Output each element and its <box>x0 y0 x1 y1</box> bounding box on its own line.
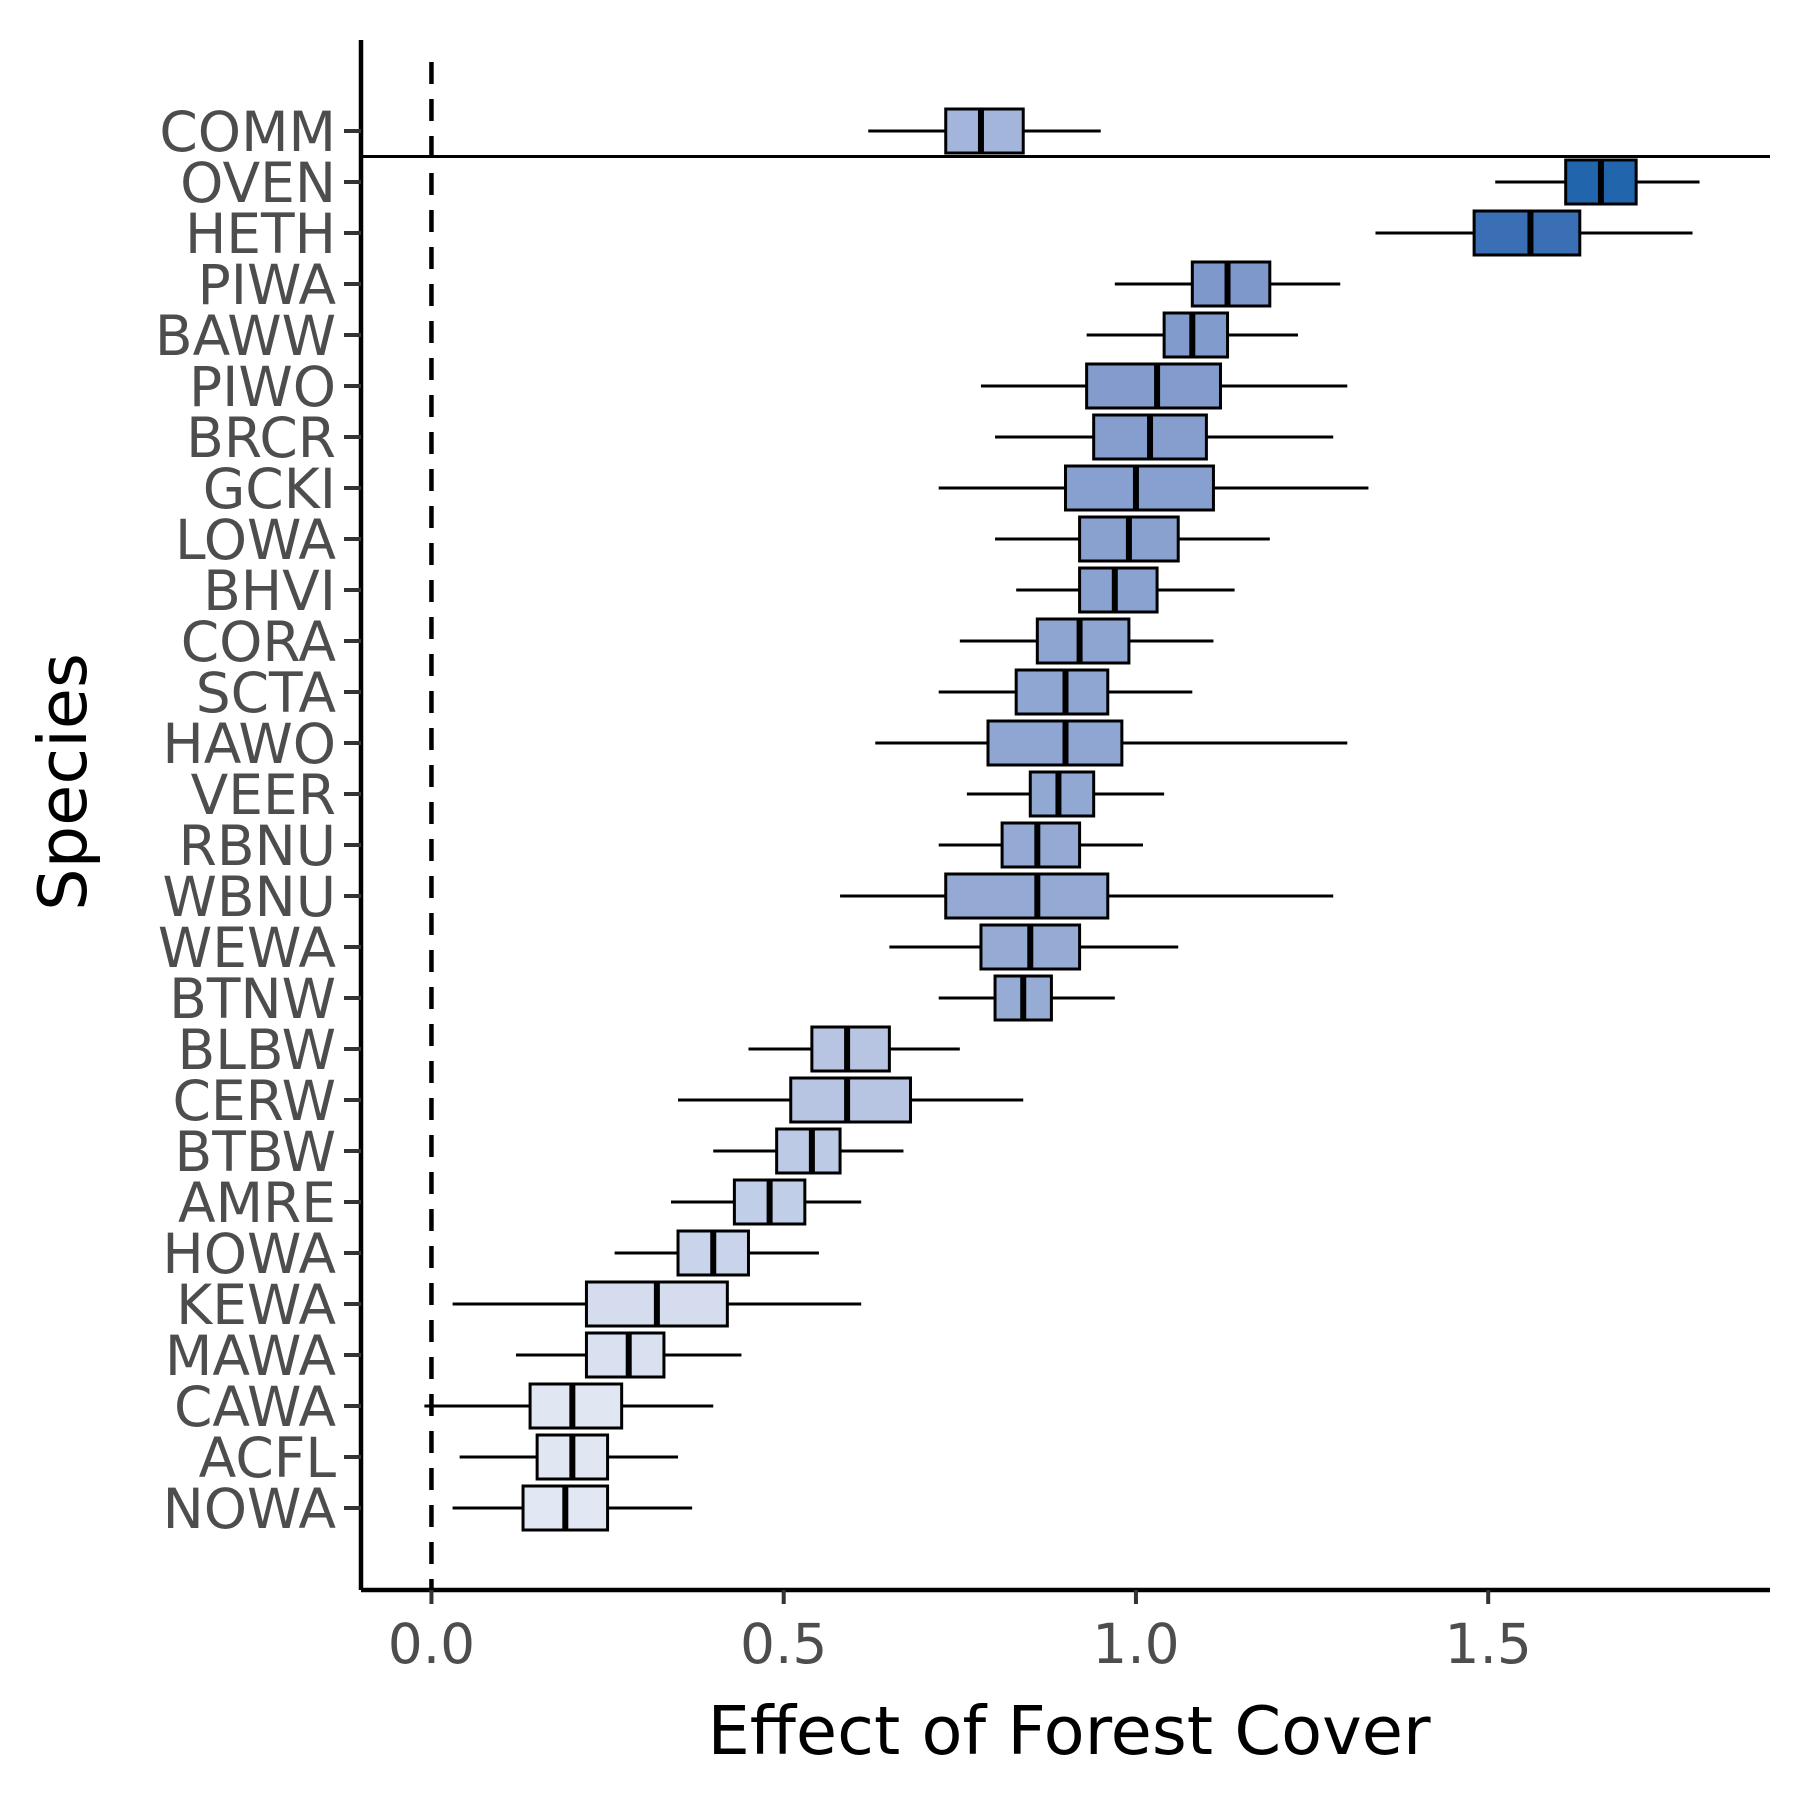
y-tick-label: BRCR <box>186 406 336 470</box>
interquartile-box <box>1162 311 1230 359</box>
interquartile-box <box>986 719 1124 767</box>
y-axis-title: Species <box>24 653 102 911</box>
y-tick-label: PIWA <box>198 253 337 317</box>
x-tick-label: 0.5 <box>740 1612 827 1676</box>
y-tick-label: WBNU <box>162 865 336 929</box>
y-tick-label: CERW <box>172 1069 336 1133</box>
x-tick-label: 0.0 <box>388 1612 475 1676</box>
interquartile-box <box>1064 464 1215 512</box>
y-tick-label: OVEN <box>180 151 336 215</box>
y-tick-label: BTBW <box>175 1120 336 1184</box>
interquartile-box <box>775 1127 842 1175</box>
x-tick-label: 1.5 <box>1444 1612 1531 1676</box>
y-tick-label: NOWA <box>163 1477 337 1541</box>
y-tick-label: AMRE <box>178 1171 336 1235</box>
y-tick-label: MAWA <box>165 1324 336 1388</box>
y-tick-label: BTNW <box>169 967 336 1031</box>
y-tick-label: HETH <box>185 202 336 266</box>
y-tick-label: HAWO <box>162 712 336 776</box>
y-tick-label: VEER <box>191 763 336 827</box>
y-tick-label: BHVI <box>203 559 336 623</box>
y-tick-label: BAWW <box>155 304 336 368</box>
x-tick-label: 1.0 <box>1092 1612 1179 1676</box>
y-tick-label: RBNU <box>179 814 336 878</box>
y-tick-label: ACFL <box>199 1426 337 1490</box>
interquartile-box <box>1035 617 1131 665</box>
axis-ticks: 0.0 0.5 1.0 1.5 COMMOVENHETHPIWABAWWPIWOBRCR… <box>155 40 1770 1676</box>
y-tick-label: SCTA <box>196 661 337 725</box>
y-tick-label: COMM <box>159 100 336 164</box>
plot-marks <box>361 62 1770 1590</box>
interquartile-box <box>1472 209 1582 257</box>
y-tick-label: LOWA <box>175 508 336 572</box>
interquartile-box <box>789 1076 913 1124</box>
interquartile-box <box>1085 362 1222 410</box>
y-tick-label: KEWA <box>176 1273 336 1337</box>
interquartile-box <box>1000 821 1082 869</box>
y-tick-label: WEWA <box>158 916 337 980</box>
interquartile-box <box>584 1331 666 1379</box>
y-tick-label: PIWO <box>189 355 336 419</box>
y-tick-label: BLBW <box>177 1018 336 1082</box>
interquartile-box <box>810 1025 891 1073</box>
y-tick-label: CAWA <box>174 1375 336 1439</box>
interquartile-box <box>944 872 1110 920</box>
y-tick-label: HOWA <box>162 1222 336 1286</box>
y-tick-label: GCKI <box>203 457 336 521</box>
interquartile-box <box>1190 260 1272 308</box>
y-tick-label: CORA <box>181 610 337 674</box>
interquartile-box <box>1078 566 1159 614</box>
interquartile-box <box>528 1382 624 1430</box>
interquartile-box <box>944 107 1025 155</box>
interquartile-box <box>1014 668 1110 716</box>
interquartile-box <box>1028 770 1096 818</box>
x-axis-title: Effect of Forest Cover <box>707 1692 1431 1770</box>
